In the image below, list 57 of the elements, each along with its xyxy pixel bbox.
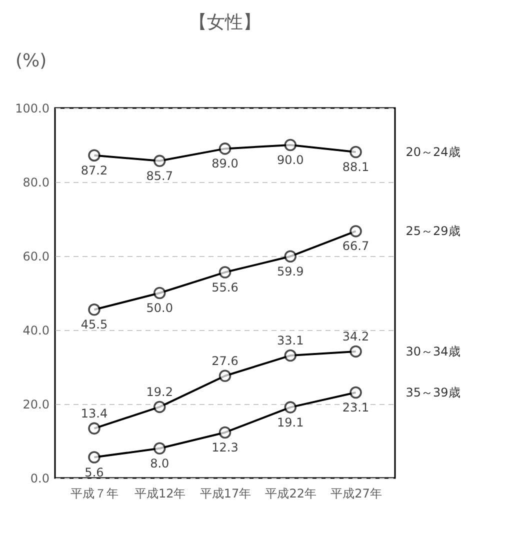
data-label: 34.2 (342, 329, 370, 344)
y-tick-label: 0.0 (30, 472, 50, 486)
data-label: 12.3 (212, 440, 238, 454)
point (284, 250, 297, 263)
data-label: 5.6 (84, 465, 104, 480)
point (88, 149, 100, 162)
data-label: 45.5 (80, 318, 108, 332)
data-label: 19.2 (146, 384, 173, 399)
y-tick-label: 40.0 (22, 324, 50, 338)
point (218, 142, 232, 155)
data-label: 13.4 (80, 406, 108, 420)
data-label: 23.1 (342, 400, 370, 415)
point (88, 304, 100, 316)
data-label: 59.9 (277, 264, 304, 278)
y-tick-label: 60.0 (22, 250, 50, 264)
point (284, 349, 297, 362)
point (88, 422, 100, 435)
x-tick-label: 平成27年 (330, 486, 382, 500)
text: 25～29歳 (406, 224, 460, 238)
x-tick-label: 平成７年 (70, 486, 119, 500)
x-tick-label: 平成17年 (200, 486, 252, 500)
point (350, 225, 362, 238)
text: 35～39歳 (406, 386, 460, 400)
data-label: 33.1 (277, 334, 304, 348)
y-tick-label: 20.0 (22, 398, 50, 412)
point (284, 401, 297, 414)
point (218, 370, 232, 382)
point (153, 286, 166, 300)
data-label: 85.7 (146, 168, 173, 183)
data-label: 89.0 (212, 156, 238, 171)
text: 20～24歳 (406, 145, 460, 160)
point (218, 266, 232, 278)
y-tick-label: 100.0 (15, 102, 50, 116)
point (350, 386, 362, 399)
point (350, 146, 362, 158)
x-tick-label: 平成22年 (265, 486, 317, 500)
text: 30～34歳 (406, 344, 460, 358)
point (284, 138, 297, 152)
data-label: 27.6 (212, 354, 238, 368)
data-label: 87.2 (80, 163, 108, 178)
data-label: 55.6 (212, 280, 238, 294)
y-axis-title: (%) (16, 50, 47, 72)
data-label: 88.1 (342, 160, 370, 174)
point (350, 345, 362, 358)
data-label: 66.7 (342, 239, 370, 254)
point (153, 442, 166, 455)
data-label: 8.0 (150, 456, 170, 470)
point (153, 400, 166, 414)
data-label: 19.1 (277, 415, 304, 430)
chart-title: 【女性】 (189, 12, 261, 33)
point (88, 451, 100, 464)
x-tick-label: 平成12年 (134, 486, 186, 500)
point (218, 426, 232, 439)
point (153, 154, 166, 168)
data-label: 90.0 (277, 153, 304, 167)
data-label: 50.0 (146, 301, 173, 315)
y-tick-label: 80.0 (22, 176, 50, 190)
